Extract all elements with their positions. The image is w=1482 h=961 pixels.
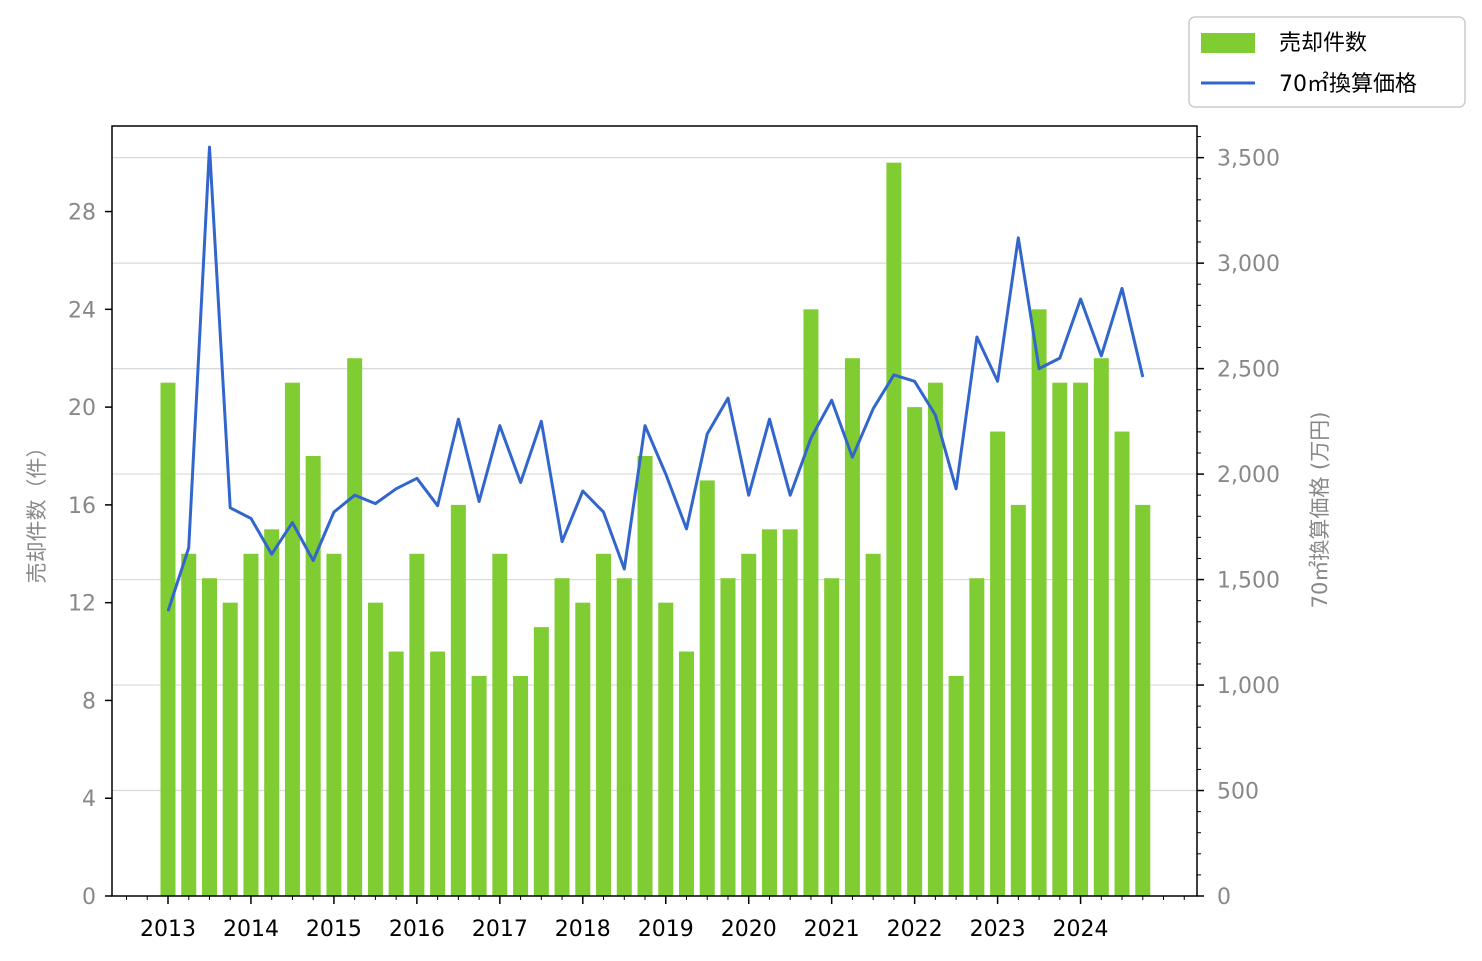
bar bbox=[347, 358, 363, 896]
bar bbox=[160, 382, 176, 897]
legend-label-bars: 売却件数 bbox=[1279, 31, 1367, 56]
y-left-tick-label: 24 bbox=[68, 298, 96, 323]
y-right-tick-label: 3,000 bbox=[1217, 252, 1280, 277]
bar bbox=[637, 456, 653, 896]
bar bbox=[1135, 504, 1151, 896]
bar bbox=[450, 504, 466, 896]
bar bbox=[388, 651, 404, 896]
y-left-tick-label: 0 bbox=[82, 885, 96, 910]
x-tick-label: 2017 bbox=[472, 917, 528, 942]
y-left-tick-label: 20 bbox=[68, 396, 96, 421]
x-tick-label: 2022 bbox=[887, 917, 943, 942]
y-axis-label-left: 売却件数（件） bbox=[25, 437, 49, 584]
bar bbox=[575, 602, 591, 896]
bar bbox=[679, 651, 694, 896]
bar bbox=[554, 578, 570, 896]
y-left-tick-label: 16 bbox=[68, 494, 96, 519]
x-tick-label: 2024 bbox=[1053, 917, 1109, 942]
bar bbox=[243, 553, 259, 896]
y-right-tick-label: 1,500 bbox=[1217, 569, 1280, 594]
y-left-tick-label: 12 bbox=[68, 592, 96, 617]
bar bbox=[720, 578, 736, 896]
bar bbox=[305, 456, 321, 896]
x-tick-label: 2023 bbox=[970, 917, 1026, 942]
x-tick-label: 2013 bbox=[140, 917, 196, 942]
bar bbox=[658, 602, 674, 896]
y-right-tick-label: 0 bbox=[1217, 885, 1231, 910]
bar bbox=[430, 651, 446, 896]
bar bbox=[761, 529, 777, 896]
price-line bbox=[166, 145, 1145, 612]
bar bbox=[824, 578, 840, 896]
bar bbox=[886, 162, 902, 896]
bar bbox=[907, 407, 923, 896]
bar bbox=[927, 382, 943, 897]
y-left-tick-label: 8 bbox=[82, 689, 96, 714]
y-right-tick-label: 1,000 bbox=[1217, 674, 1280, 699]
x-tick-label: 2019 bbox=[638, 917, 694, 942]
x-tick-label: 2016 bbox=[389, 917, 445, 942]
bar bbox=[264, 529, 280, 896]
bar bbox=[782, 529, 798, 896]
axis-ticks: 048121620242805001,0001,5002,0002,5003,0… bbox=[68, 136, 1280, 942]
y-left-tick-label: 4 bbox=[82, 787, 96, 812]
bar bbox=[865, 553, 881, 896]
bar bbox=[492, 553, 508, 896]
x-tick-label: 2015 bbox=[306, 917, 362, 942]
bar bbox=[513, 676, 529, 896]
bar bbox=[181, 553, 197, 896]
bar bbox=[803, 309, 819, 896]
bar bbox=[596, 553, 612, 896]
legend-frame bbox=[1188, 16, 1466, 108]
bar bbox=[741, 553, 757, 896]
legend-label-line: 70㎡換算価格 bbox=[1279, 71, 1417, 97]
y-right-tick-label: 2,500 bbox=[1217, 358, 1280, 383]
legend: 売却件数 70㎡換算価格 bbox=[1188, 16, 1466, 108]
bar bbox=[1114, 431, 1130, 896]
bar bbox=[948, 676, 964, 896]
bar bbox=[699, 480, 715, 896]
y-left-tick-label: 28 bbox=[68, 201, 96, 226]
bar-series bbox=[160, 162, 1151, 897]
bar bbox=[201, 578, 217, 896]
x-tick-label: 2018 bbox=[555, 917, 611, 942]
y-right-tick-label: 2,000 bbox=[1217, 463, 1280, 488]
bar bbox=[1093, 358, 1109, 896]
bar bbox=[1031, 309, 1047, 896]
x-tick-label: 2020 bbox=[721, 917, 777, 942]
legend-bar-swatch bbox=[1201, 33, 1255, 53]
bar bbox=[409, 553, 425, 896]
bar bbox=[284, 382, 300, 897]
plot-frame bbox=[111, 125, 1198, 897]
bar bbox=[1052, 382, 1068, 897]
y-right-tick-label: 3,500 bbox=[1217, 147, 1280, 172]
bar bbox=[326, 553, 342, 896]
bar bbox=[367, 602, 383, 896]
bar bbox=[1010, 504, 1026, 896]
y-axis-label-right: 70㎡換算価格 (万円) bbox=[1308, 412, 1332, 609]
bar bbox=[616, 578, 632, 896]
bar bbox=[471, 676, 487, 896]
bar bbox=[969, 578, 985, 896]
y-right-tick-label: 500 bbox=[1217, 780, 1259, 805]
bar bbox=[844, 358, 860, 896]
bar bbox=[990, 431, 1006, 896]
x-tick-label: 2021 bbox=[804, 917, 860, 942]
x-tick-label: 2014 bbox=[223, 917, 279, 942]
bar bbox=[1073, 382, 1089, 897]
bar bbox=[533, 627, 549, 896]
bar bbox=[222, 602, 238, 896]
